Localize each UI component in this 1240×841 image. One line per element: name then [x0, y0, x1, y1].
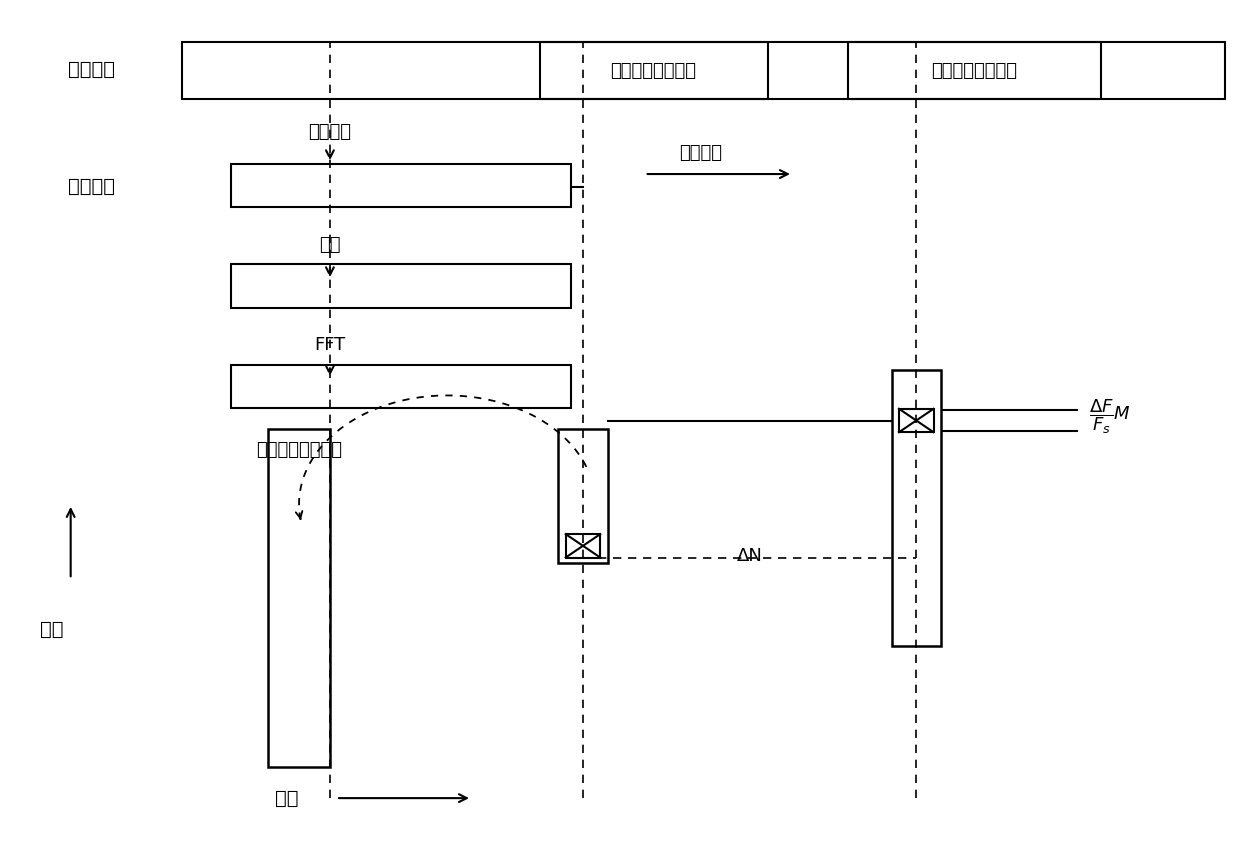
Text: 取模的平方后排列: 取模的平方后排列	[255, 441, 342, 458]
Text: 接收信号: 接收信号	[68, 60, 115, 79]
Text: 频率: 频率	[41, 620, 64, 639]
Bar	[848, 42, 1101, 99]
Text: FFT: FFT	[314, 336, 346, 354]
Bar	[268, 429, 330, 767]
Bar	[231, 164, 570, 208]
Bar	[231, 364, 570, 408]
Bar	[892, 370, 941, 646]
Text: 得到: 得到	[319, 236, 341, 254]
Text: 向右滑动: 向右滑动	[678, 144, 722, 162]
Text: 帧同步信号第一段: 帧同步信号第一段	[610, 62, 697, 80]
Bar	[565, 534, 600, 558]
Bar	[558, 429, 608, 563]
Bar	[539, 42, 768, 99]
Text: 对应相乘: 对应相乘	[309, 124, 351, 141]
Bar	[899, 409, 934, 432]
Text: ΔN: ΔN	[737, 547, 763, 565]
Text: 帧同步信号第二段: 帧同步信号第二段	[931, 62, 1017, 80]
Text: 本地序列: 本地序列	[68, 177, 115, 196]
Bar	[182, 42, 1225, 99]
Bar	[231, 264, 570, 308]
Text: 时间: 时间	[275, 789, 299, 807]
Text: $\dfrac{\Delta F}{F_s}M$: $\dfrac{\Delta F}{F_s}M$	[1089, 398, 1131, 436]
